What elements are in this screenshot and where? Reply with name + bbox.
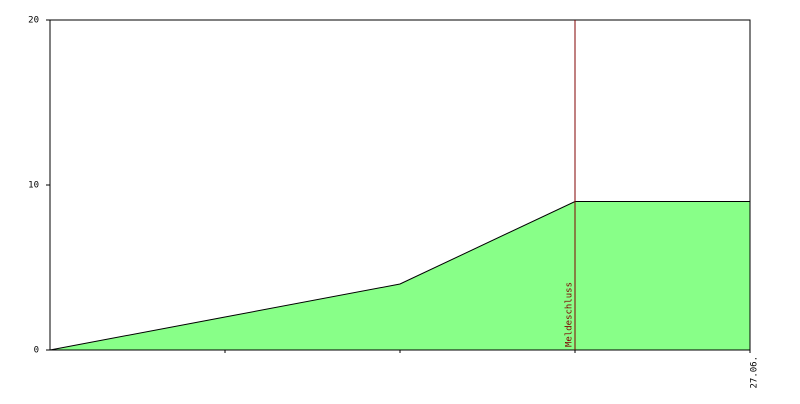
y-tick-label: 10 bbox=[28, 181, 39, 191]
y-tick-label: 20 bbox=[28, 16, 39, 26]
x-tick-label: 27.06. bbox=[750, 356, 760, 389]
y-tick-label: 0 bbox=[34, 346, 39, 356]
marker-label: Meldeschluss bbox=[565, 282, 575, 347]
area-line bbox=[49, 201, 750, 351]
